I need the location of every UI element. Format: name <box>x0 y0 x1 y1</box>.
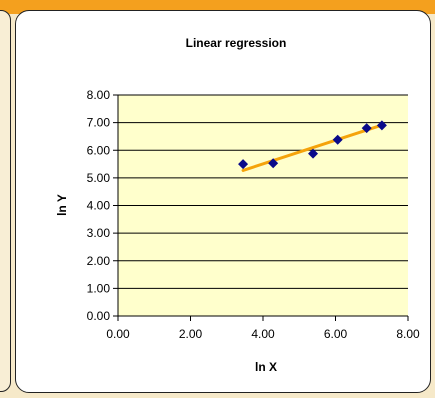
y-tick-label: 5.00 <box>87 171 111 185</box>
chart-panel: 0.00 1.00 2.00 3.00 4.00 5.00 6.00 7.00 8.00 0.00… <box>15 10 431 393</box>
x-tick-label: 4.00 <box>251 327 275 341</box>
trendline <box>241 123 384 172</box>
data-point <box>238 159 249 170</box>
scatter-chart: 0.00 1.00 2.00 3.00 4.00 5.00 6.00 7.00 8.00 0.00… <box>55 36 420 374</box>
data-point <box>308 148 319 159</box>
x-axis-title: ln X <box>255 360 277 374</box>
x-tick-label: 0.00 <box>106 327 130 341</box>
y-axis-title: ln Y <box>55 194 69 216</box>
y-tick-label: 1.00 <box>87 281 111 295</box>
y-tick-label: 4.00 <box>87 199 111 213</box>
y-tick-label: 6.00 <box>87 143 111 157</box>
y-tick-label: 2.00 <box>87 254 111 268</box>
left-side-panel <box>0 10 11 392</box>
y-tick-label: 7.00 <box>87 116 111 130</box>
x-tick-label: 8.00 <box>396 327 420 341</box>
x-tick-label: 6.00 <box>324 327 348 341</box>
y-tick-label: 8.00 <box>87 88 111 102</box>
data-point <box>268 158 279 169</box>
x-tick-label: 2.00 <box>179 327 203 341</box>
chart-title: Linear regression <box>186 36 287 50</box>
y-tick-label: 0.00 <box>87 309 111 323</box>
data-point <box>376 120 387 131</box>
y-tick-label: 3.00 <box>87 226 111 240</box>
data-point <box>361 123 372 134</box>
data-point <box>332 134 343 145</box>
